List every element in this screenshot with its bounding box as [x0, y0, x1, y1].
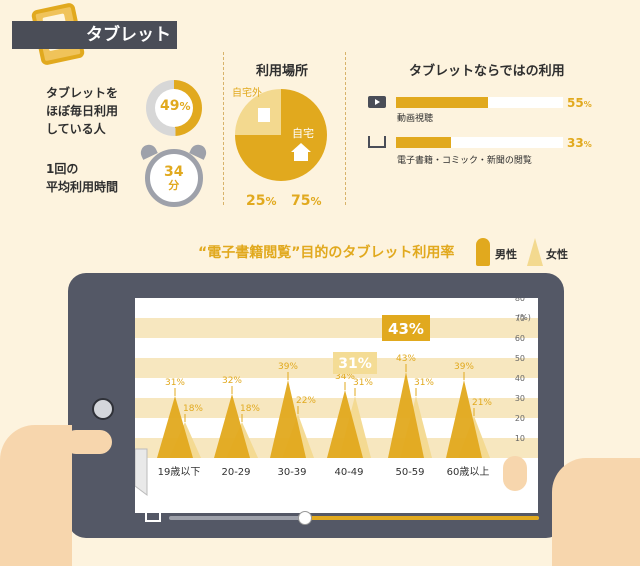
male-mark — [446, 380, 482, 458]
y-tick-label: 70 — [515, 314, 525, 323]
female-value-label: 31% — [353, 378, 373, 388]
left-thumb — [64, 430, 112, 454]
page-curl — [135, 448, 148, 496]
daily-usage-value: 49% — [160, 98, 191, 114]
donut-center — [155, 89, 193, 127]
x-tick-label: 50-59 — [395, 467, 424, 478]
grid-stripe — [135, 318, 538, 338]
y-tick-label: 20 — [515, 414, 525, 423]
book-bar-fill — [396, 137, 452, 148]
x-tick-label: 30-39 — [277, 467, 306, 478]
chart-area: 10 20 30 40 50 60 70 80 31% 18% 19歳以下 32% 18% 20-29 39… — [135, 298, 525, 496]
male-value-label: 32% — [222, 376, 242, 386]
male-mark — [327, 390, 363, 458]
separator-left — [223, 52, 224, 205]
female-value-label: 31% — [414, 378, 434, 388]
page-title: タブレット — [12, 21, 177, 49]
usage-place-pie — [235, 89, 327, 181]
male-mark — [270, 380, 306, 458]
legend-female: 女性 — [546, 248, 568, 261]
separator-right — [345, 52, 346, 205]
legend-male: 男性 — [495, 248, 517, 261]
y-tick-label: 60 — [515, 334, 525, 343]
reader-icon[interactable] — [145, 512, 161, 522]
book-label: 電子書籍・コミック・新聞の閲覧 — [397, 156, 532, 166]
highlight-label-5059: 43% — [388, 320, 424, 338]
home-button[interactable] — [92, 398, 114, 420]
book-percent: 33% — [567, 136, 592, 150]
video-bar-fill — [396, 97, 488, 108]
stat-daily-title: タブレットを ほぼ毎日利用 している人 — [46, 86, 119, 136]
male-value-label: 34% — [335, 372, 355, 382]
x-tick-label: 19歳以下 — [158, 466, 201, 478]
book-bar-bg — [396, 137, 563, 148]
male-value-label: 43% — [396, 354, 416, 364]
male-mark — [388, 372, 424, 458]
tablet-uses-title: タブレットならではの利用 — [409, 64, 565, 79]
x-tick-label: 20-29 — [221, 467, 250, 478]
outside-label: 自宅外 — [232, 88, 262, 99]
progress-fill — [305, 516, 539, 520]
y-unit: (%) — [517, 313, 531, 322]
x-tick-label: 40-49 — [334, 467, 363, 478]
chart-title: “電子書籍閲覧”目的のタブレット利用率 — [198, 245, 455, 261]
video-label: 動画視聴 — [397, 114, 434, 124]
house-icon — [291, 143, 311, 152]
right-thumb — [503, 456, 527, 491]
female-value-label: 22% — [296, 396, 316, 406]
male-mark — [157, 396, 193, 458]
female-value-label: 21% — [472, 398, 492, 408]
usage-place-title: 利用場所 — [256, 64, 309, 79]
video-play-icon — [375, 99, 380, 105]
video-percent: 55% — [567, 96, 592, 110]
male-mark — [214, 394, 250, 458]
highlight-box-4049 — [333, 352, 377, 374]
right-hand — [552, 458, 640, 566]
y-tick-label: 50 — [515, 354, 525, 363]
female-icon — [527, 238, 543, 266]
highlight-label-4049: 31% — [338, 356, 372, 372]
x-tick-label: 60歳以上 — [447, 466, 490, 478]
stat-time-title: 1回の 平均利用時間 — [46, 162, 119, 194]
building-icon — [258, 108, 270, 122]
female-value-label: 18% — [183, 404, 203, 414]
clock-icon — [145, 149, 203, 207]
male-value-label: 31% — [165, 378, 185, 388]
time-value: 34 分 — [164, 164, 184, 192]
male-icon — [476, 238, 490, 266]
male-value-label: 39% — [454, 362, 474, 372]
home-percent: 75% — [291, 193, 322, 209]
y-tick-label: 10 — [515, 434, 525, 443]
progress-knob[interactable] — [299, 512, 311, 524]
left-hand — [0, 425, 72, 566]
y-tick-label: 30 — [515, 394, 525, 403]
house-base — [294, 152, 308, 161]
home-label: 自宅 — [292, 127, 314, 140]
y-tick-label: 80 — [515, 298, 525, 303]
male-value-label: 39% — [278, 362, 298, 372]
book-icon — [368, 136, 386, 148]
female-value-label: 18% — [240, 404, 260, 414]
y-tick-label: 40 — [515, 374, 525, 383]
highlight-box-5059 — [382, 315, 430, 341]
outside-percent: 25% — [246, 193, 277, 209]
